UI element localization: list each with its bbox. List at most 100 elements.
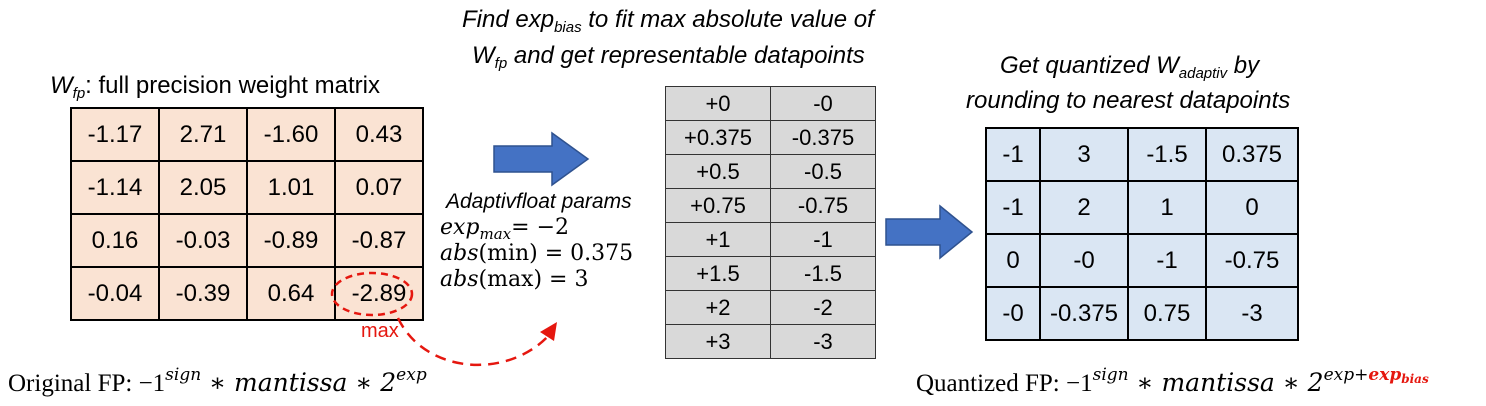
original-fp-formula: Original FP: −1sign ∗ mantissa ∗ 2exp bbox=[8, 365, 427, 398]
datapoint-neg: -0.5 bbox=[770, 154, 876, 189]
matrix-cell: -1 bbox=[985, 180, 1041, 235]
datapoint-row: +2 -2 bbox=[665, 290, 876, 325]
formula-prefix: Original FP: −1 bbox=[8, 370, 166, 397]
title-sub: fp bbox=[494, 55, 508, 72]
arrowhead-icon bbox=[540, 322, 557, 341]
datapoint-pos: +0.5 bbox=[665, 154, 771, 189]
matrix-row: -1 2 1 0 bbox=[985, 180, 1299, 235]
title-sub: bias bbox=[554, 19, 582, 36]
datapoint-row: +0.375 -0.375 bbox=[665, 120, 876, 155]
datapoint-neg: -1.5 bbox=[770, 256, 876, 291]
param-val: (min) = 0.375 bbox=[478, 241, 634, 266]
datapoint-row: +0.5 -0.5 bbox=[665, 154, 876, 189]
middle-title-line1: Find expbias to fit max absolute value o… bbox=[462, 6, 874, 36]
matrix-cell: -0.87 bbox=[334, 213, 424, 268]
title-sub: adaptiv bbox=[1178, 65, 1228, 82]
matrix-cell: 1.01 bbox=[246, 160, 336, 215]
matrix-cell: -0.89 bbox=[246, 213, 336, 268]
formula-sign: sign bbox=[165, 365, 202, 385]
matrix-cell: -0.04 bbox=[70, 266, 160, 321]
weight-matrix-title: Wfp: full precision weight matrix bbox=[50, 72, 380, 102]
datapoint-row: +1.5 -1.5 bbox=[665, 256, 876, 291]
formula-exp-text: exp+ bbox=[1323, 365, 1369, 385]
datapoint-pos: +1 bbox=[665, 222, 771, 257]
matrix-row: -1 3 -1.5 0.375 bbox=[985, 127, 1299, 182]
params-title: Adaptivfloat params bbox=[446, 190, 632, 213]
datapoint-pos: +2 bbox=[665, 290, 771, 325]
matrix-row: 0.16 -0.03 -0.89 -0.87 bbox=[70, 213, 424, 268]
datapoint-pos: +0.75 bbox=[665, 188, 771, 223]
matrix-cell: -0 bbox=[985, 286, 1041, 341]
formula-sign: sign bbox=[1092, 365, 1129, 385]
right-title-line1: Get quantized Wadaptiv by bbox=[1000, 52, 1260, 82]
datapoint-neg: -2 bbox=[770, 290, 876, 325]
datapoint-neg: -3 bbox=[770, 324, 876, 359]
title-part: Get quantized W bbox=[1000, 52, 1179, 79]
param-fn: abs bbox=[440, 267, 479, 292]
matrix-cell: 2 bbox=[1039, 180, 1129, 235]
title-rest: : full precision weight matrix bbox=[85, 72, 380, 99]
max-label: max bbox=[361, 320, 399, 342]
matrix-cell: -1.60 bbox=[246, 107, 336, 162]
dashed-ellipse-highlight bbox=[330, 271, 414, 317]
matrix-row: -1.14 2.05 1.01 0.07 bbox=[70, 160, 424, 215]
matrix-cell: -0 bbox=[1039, 233, 1129, 288]
datapoint-pos: +3 bbox=[665, 324, 771, 359]
matrix-cell: -1 bbox=[985, 127, 1041, 182]
matrix-cell: 0 bbox=[1205, 180, 1299, 235]
matrix-cell: -1.14 bbox=[70, 160, 160, 215]
datapoint-row: +0 -0 bbox=[665, 86, 876, 121]
matrix-cell: 0.43 bbox=[334, 107, 424, 162]
param-abs-max: abs(max) = 3 bbox=[440, 267, 633, 293]
matrix-row: 0 -0 -1 -0.75 bbox=[985, 233, 1299, 288]
quantized-fp-formula: Quantized FP: −1sign ∗ mantissa ∗ 2exp+e… bbox=[916, 365, 1429, 398]
matrix-cell: 3 bbox=[1039, 127, 1129, 182]
matrix-cell: -1.17 bbox=[70, 107, 160, 162]
param-fn: abs bbox=[440, 241, 479, 266]
matrix-cell: 0.64 bbox=[246, 266, 336, 321]
matrix-cell: 0 bbox=[985, 233, 1041, 288]
param-var: exp bbox=[440, 215, 480, 240]
datapoint-neg: -0.75 bbox=[770, 188, 876, 223]
matrix-cell: 0.16 bbox=[70, 213, 160, 268]
right-arrow-icon bbox=[493, 131, 590, 187]
weight-matrix: -1.17 2.71 -1.60 0.43 -1.14 2.05 1.01 0.… bbox=[70, 107, 424, 321]
title-var: W bbox=[472, 42, 495, 69]
datapoint-pos: +0 bbox=[665, 86, 771, 121]
datapoint-neg: -0.375 bbox=[770, 120, 876, 155]
param-val: = −2 bbox=[511, 215, 570, 240]
formula-exp-bias: exp bbox=[1368, 365, 1402, 385]
matrix-cell: -1.5 bbox=[1127, 127, 1207, 182]
param-exp-max: expmax= −2 bbox=[440, 215, 633, 243]
right-arrow-icon bbox=[885, 204, 974, 260]
param-sub: max bbox=[479, 225, 512, 243]
title-part: to fit max absolute value of bbox=[581, 6, 874, 33]
formula-exp: exp+expbias bbox=[1323, 365, 1429, 386]
matrix-cell: -0.75 bbox=[1205, 233, 1299, 288]
matrix-cell: 0.375 bbox=[1205, 127, 1299, 182]
param-val: (max) = 3 bbox=[478, 267, 589, 292]
matrix-cell: 0.75 bbox=[1127, 286, 1207, 341]
title-sub: fp bbox=[72, 85, 86, 102]
datapoint-row: +1 -1 bbox=[665, 222, 876, 257]
formula-mid: ∗ mantissa ∗ 2 bbox=[201, 368, 397, 397]
matrix-cell: 0.07 bbox=[334, 160, 424, 215]
datapoint-neg: -1 bbox=[770, 222, 876, 257]
matrix-cell: -0.03 bbox=[158, 213, 248, 268]
quantized-matrix: -1 3 -1.5 0.375 -1 2 1 0 0 -0 -1 -0.75 -… bbox=[985, 127, 1299, 341]
matrix-cell: 2.71 bbox=[158, 107, 248, 162]
matrix-cell: -0.39 bbox=[158, 266, 248, 321]
matrix-cell: -1 bbox=[1127, 233, 1207, 288]
formula-exp: exp bbox=[396, 365, 427, 385]
datapoint-neg: -0 bbox=[770, 86, 876, 121]
title-part: by bbox=[1227, 52, 1260, 79]
formula-mid: ∗ mantissa ∗ 2 bbox=[1128, 368, 1324, 397]
formula-prefix: Quantized FP: −1 bbox=[916, 370, 1093, 397]
formula-exp-bias-sub: bias bbox=[1401, 372, 1429, 386]
datapoint-row: +3 -3 bbox=[665, 324, 876, 359]
datapoints-table: +0 -0 +0.375 -0.375 +0.5 -0.5 +0.75 -0.75 +1… bbox=[665, 86, 876, 359]
matrix-cell: -0.375 bbox=[1039, 286, 1129, 341]
param-abs-min: abs(min) = 0.375 bbox=[440, 241, 633, 267]
matrix-row: -0 -0.375 0.75 -3 bbox=[985, 286, 1299, 341]
